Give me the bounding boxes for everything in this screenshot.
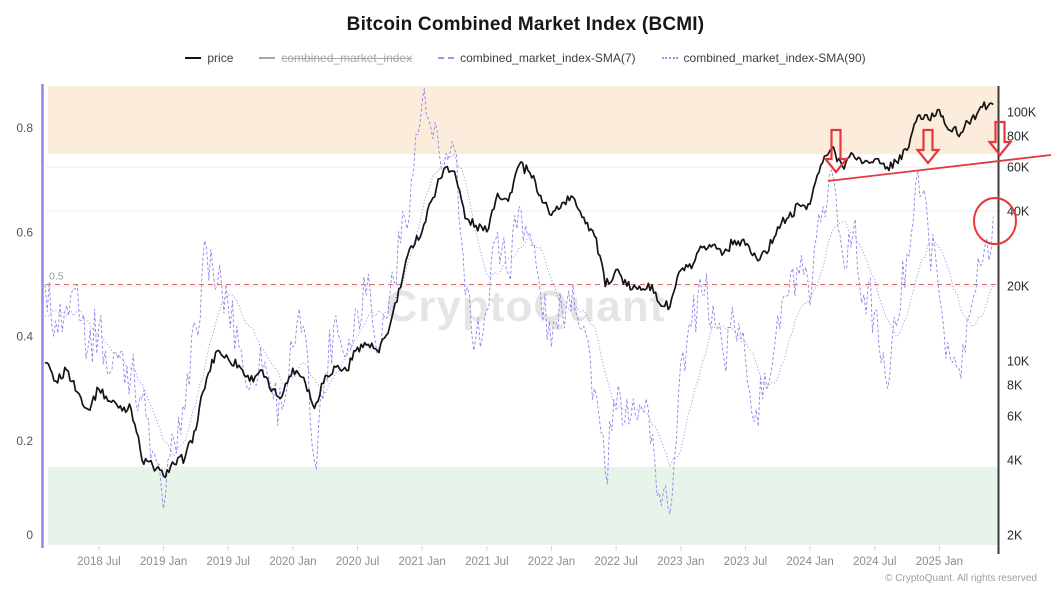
- page-title: Bitcoin Combined Market Index (BCMI): [346, 14, 705, 35]
- right-axis-label: 10K: [1007, 354, 1030, 368]
- sma90-line-swatch: [661, 57, 678, 59]
- left-axis-label: 0.2: [16, 434, 33, 448]
- chart-legend: price combined_market_index combined_mar…: [0, 51, 1051, 65]
- series-price: [44, 101, 994, 479]
- x-tick-label: 2024 Jan: [786, 556, 833, 568]
- right-axis-label: 60K: [1007, 161, 1030, 175]
- left-axis-label: 0.4: [16, 330, 33, 344]
- left-axis-label: 0.6: [16, 225, 33, 239]
- cryptoquant-watermark: CryptoQuant: [385, 282, 666, 331]
- legend-label: combined_market_index: [281, 51, 413, 65]
- left-axis-label: 0: [26, 528, 33, 542]
- x-tick-label: 2024 Jul: [853, 556, 896, 568]
- x-tick-label: 2020 Jul: [336, 556, 379, 568]
- x-tick-label: 2023 Jul: [724, 556, 767, 568]
- series-combined_market_index-SMA(90): [45, 153, 994, 468]
- x-tick-label: 2023 Jan: [657, 556, 704, 568]
- x-tick-label: 2019 Jan: [140, 556, 187, 568]
- x-tick-label: 2021 Jan: [399, 556, 446, 568]
- right-axis-label: 6K: [1007, 410, 1023, 424]
- legend-item-sma90[interactable]: combined_market_index-SMA(90): [661, 51, 866, 65]
- legend-label: combined_market_index-SMA(7): [460, 51, 636, 65]
- right-axis-label: 100K: [1007, 105, 1037, 119]
- legend-label: combined_market_index-SMA(90): [683, 51, 866, 65]
- legend-item-price[interactable]: price: [185, 51, 233, 65]
- x-tick-label: 2020 Jan: [269, 556, 316, 568]
- price-line-swatch: [185, 57, 202, 59]
- x-tick-label: 2019 Jul: [206, 556, 249, 568]
- annotation-circle: [973, 197, 1017, 245]
- overheated-band: [48, 85, 998, 155]
- copyright-notice: © CryptoQuant. All rights reserved: [885, 573, 1037, 584]
- x-tick-label: 2022 Jul: [594, 556, 637, 568]
- right-axis-label: 80K: [1007, 130, 1030, 144]
- ref-line-label: 0.5: [49, 271, 64, 283]
- annotation-down-arrow: [987, 120, 1013, 157]
- legend-item-sma7[interactable]: combined_market_index-SMA(7): [438, 51, 636, 65]
- legend-item-combined-market-index[interactable]: combined_market_index: [259, 51, 412, 65]
- sma7-line-swatch: [438, 57, 455, 59]
- x-tick-label: 2018 Jul: [77, 556, 120, 568]
- series-combined_market_index-SMA(7): [44, 88, 994, 515]
- annotation-down-arrow: [915, 128, 941, 165]
- cooled-band: [48, 466, 998, 545]
- annotation-trendline: [827, 154, 1051, 182]
- right-axis-label: 8K: [1007, 379, 1023, 393]
- x-tick-label: 2025 Jan: [916, 556, 963, 568]
- x-tick-label: 2021 Jul: [465, 556, 508, 568]
- legend-label: price: [207, 51, 234, 65]
- right-axis-label: 20K: [1007, 280, 1030, 294]
- combined-market-index-line-swatch: [259, 57, 276, 59]
- x-tick-label: 2022 Jan: [528, 556, 575, 568]
- left-axis-label: 0.8: [16, 121, 33, 135]
- annotation-down-arrow: [823, 128, 849, 174]
- right-axis-label: 4K: [1007, 454, 1023, 468]
- right-axis-label: 2K: [1007, 529, 1023, 543]
